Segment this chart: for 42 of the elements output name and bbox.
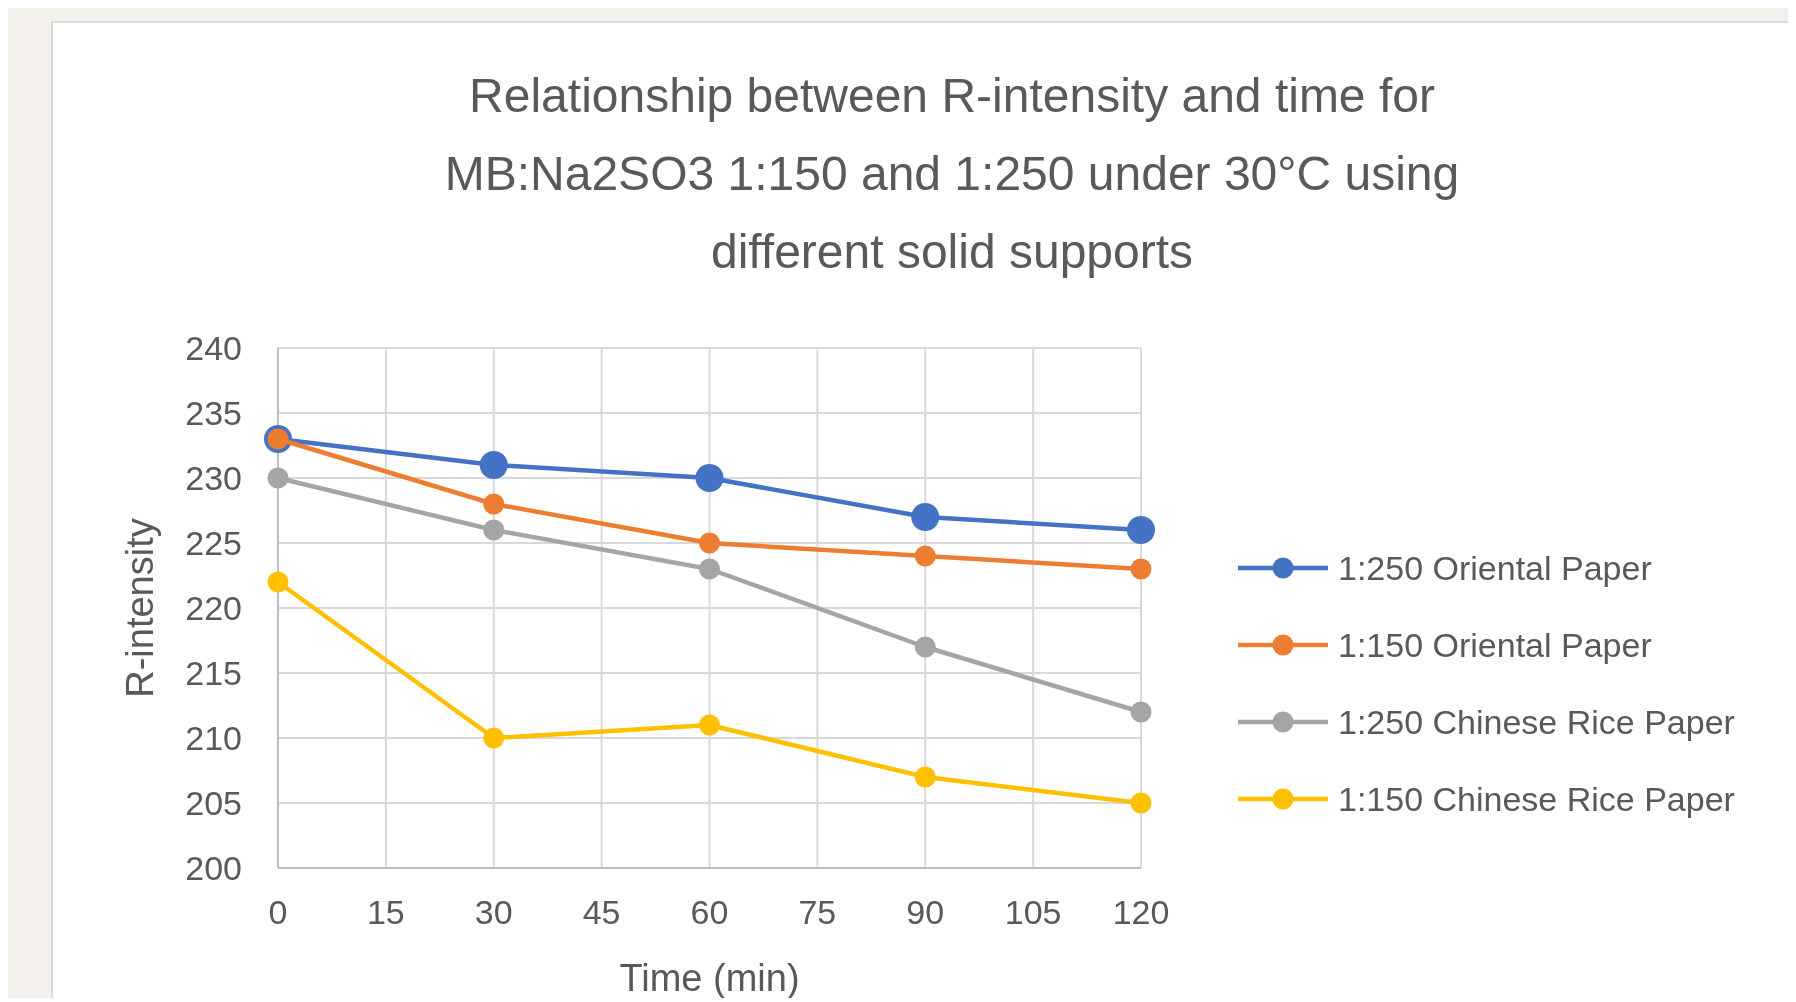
- y-tick-label: 220: [185, 589, 242, 627]
- x-tick-label: 45: [582, 893, 621, 931]
- x-tick-label: 120: [1112, 893, 1170, 931]
- y-tick-label: 235: [185, 394, 242, 432]
- y-tick-label: 210: [185, 719, 242, 757]
- point: [699, 714, 720, 736]
- point: [1130, 792, 1152, 814]
- point: [914, 766, 936, 788]
- legend-label: 1:250 Chinese Rice Paper: [1338, 703, 1735, 741]
- point: [914, 545, 936, 567]
- y-tick-label: 225: [185, 524, 242, 562]
- x-tick-label: 60: [690, 893, 729, 931]
- y-tick-label: 230: [185, 459, 242, 497]
- x-tick-label: 0: [268, 893, 288, 931]
- point: [1130, 558, 1152, 580]
- point: [483, 727, 505, 749]
- point: [479, 451, 508, 479]
- x-tick-label: 105: [1004, 893, 1062, 931]
- chart-title: Relationship between R-intensity and time for MB:Na2SO3 1:150 and 1:250 under 30°C using different solid supports: [444, 69, 1460, 278]
- point: [699, 532, 720, 554]
- legend-label: 1:150 Oriental Paper: [1338, 626, 1652, 664]
- legend-label: 1:250 Oriental Paper: [1338, 549, 1652, 587]
- x-tick-label: 90: [906, 893, 945, 931]
- y-axis-title: R-intensity: [119, 518, 161, 698]
- y-tick-label: 240: [185, 329, 242, 367]
- x-tick-label: 30: [474, 893, 513, 931]
- point: [1127, 516, 1155, 544]
- point: [911, 503, 940, 531]
- point: [914, 636, 936, 658]
- x-tick-label: 75: [798, 893, 837, 931]
- point: [267, 571, 289, 593]
- legend-label: 1:150 Chinese Rice Paper: [1338, 780, 1735, 818]
- point: [1130, 701, 1152, 723]
- y-tick-label: 205: [185, 784, 242, 822]
- y-tick-label: 200: [185, 849, 242, 887]
- x-tick-label: 15: [366, 893, 405, 931]
- point: [699, 558, 720, 580]
- point: [483, 493, 505, 515]
- y-tick-label: 215: [185, 654, 242, 692]
- point: [483, 519, 505, 541]
- point: [695, 464, 724, 492]
- point: [267, 467, 289, 489]
